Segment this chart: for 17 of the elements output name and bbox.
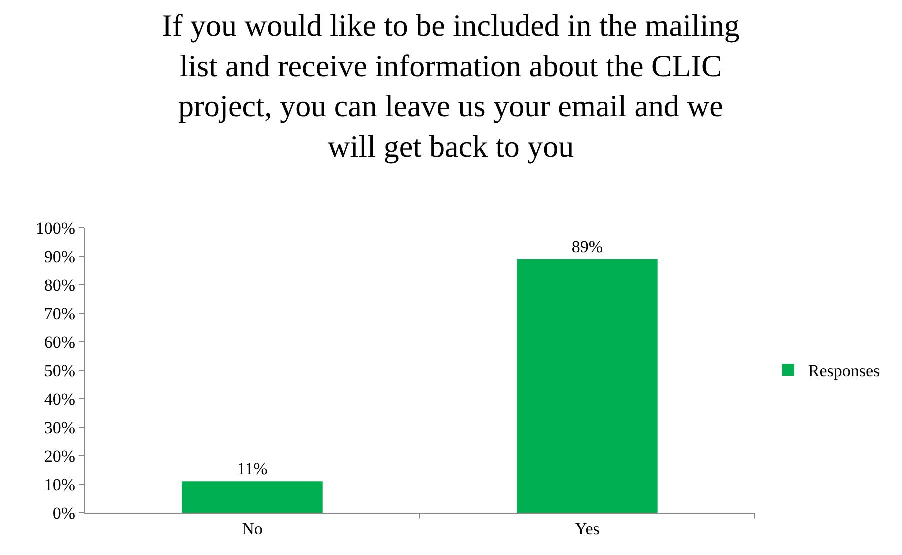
y-tick-label: 10% — [44, 475, 76, 494]
x-tick-label: Yes — [575, 519, 600, 538]
y-tick-label: 20% — [44, 446, 76, 466]
y-tick-label: 100% — [36, 218, 76, 238]
y-tick-label: 0% — [52, 504, 76, 523]
y-tick-label: 60% — [44, 332, 76, 352]
data-label: 89% — [572, 237, 604, 256]
x-tick-label: No — [242, 519, 263, 538]
y-tick-label: 90% — [44, 247, 76, 266]
legend-label: Responses — [808, 362, 880, 381]
y-tick-label: 80% — [44, 276, 76, 295]
data-label: 11% — [237, 460, 268, 479]
y-tick-label: 40% — [44, 390, 76, 409]
y-tick-label: 30% — [44, 418, 76, 438]
chart-title: If you would like to be included in the mailing list and receive information about the CLIC project, you can leave us your email and we will get back to you — [162, 8, 740, 164]
y-tick-label: 70% — [44, 304, 76, 324]
y-tick-label: 50% — [44, 361, 76, 380]
